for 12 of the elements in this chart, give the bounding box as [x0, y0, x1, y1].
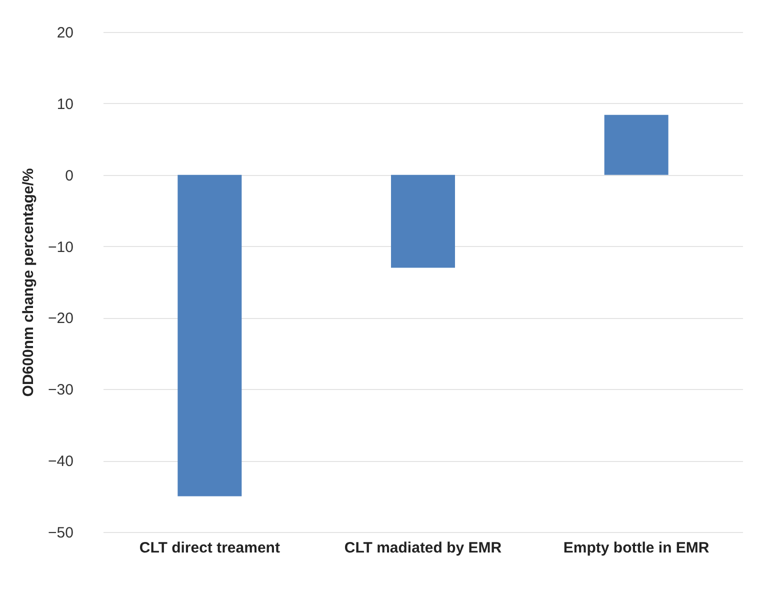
- y-tick-label: 0: [65, 167, 74, 184]
- x-tick-label: CLT madiated by EMR: [344, 540, 502, 556]
- y-tick-label: −40: [48, 453, 74, 470]
- y-axis-title: OD600nm change percentage/%: [20, 168, 38, 397]
- y-tick-label: 20: [56, 24, 74, 42]
- y-tick-label: 10: [56, 96, 74, 113]
- y-tick-label: −10: [48, 238, 74, 256]
- y-tick-label: −50: [48, 524, 74, 542]
- y-tick-label: −20: [48, 310, 74, 328]
- x-tick-label: Empty bottle in EMR: [563, 540, 710, 556]
- x-tick-label: CLT direct treament: [139, 540, 280, 556]
- y-tick-label: −30: [48, 382, 74, 399]
